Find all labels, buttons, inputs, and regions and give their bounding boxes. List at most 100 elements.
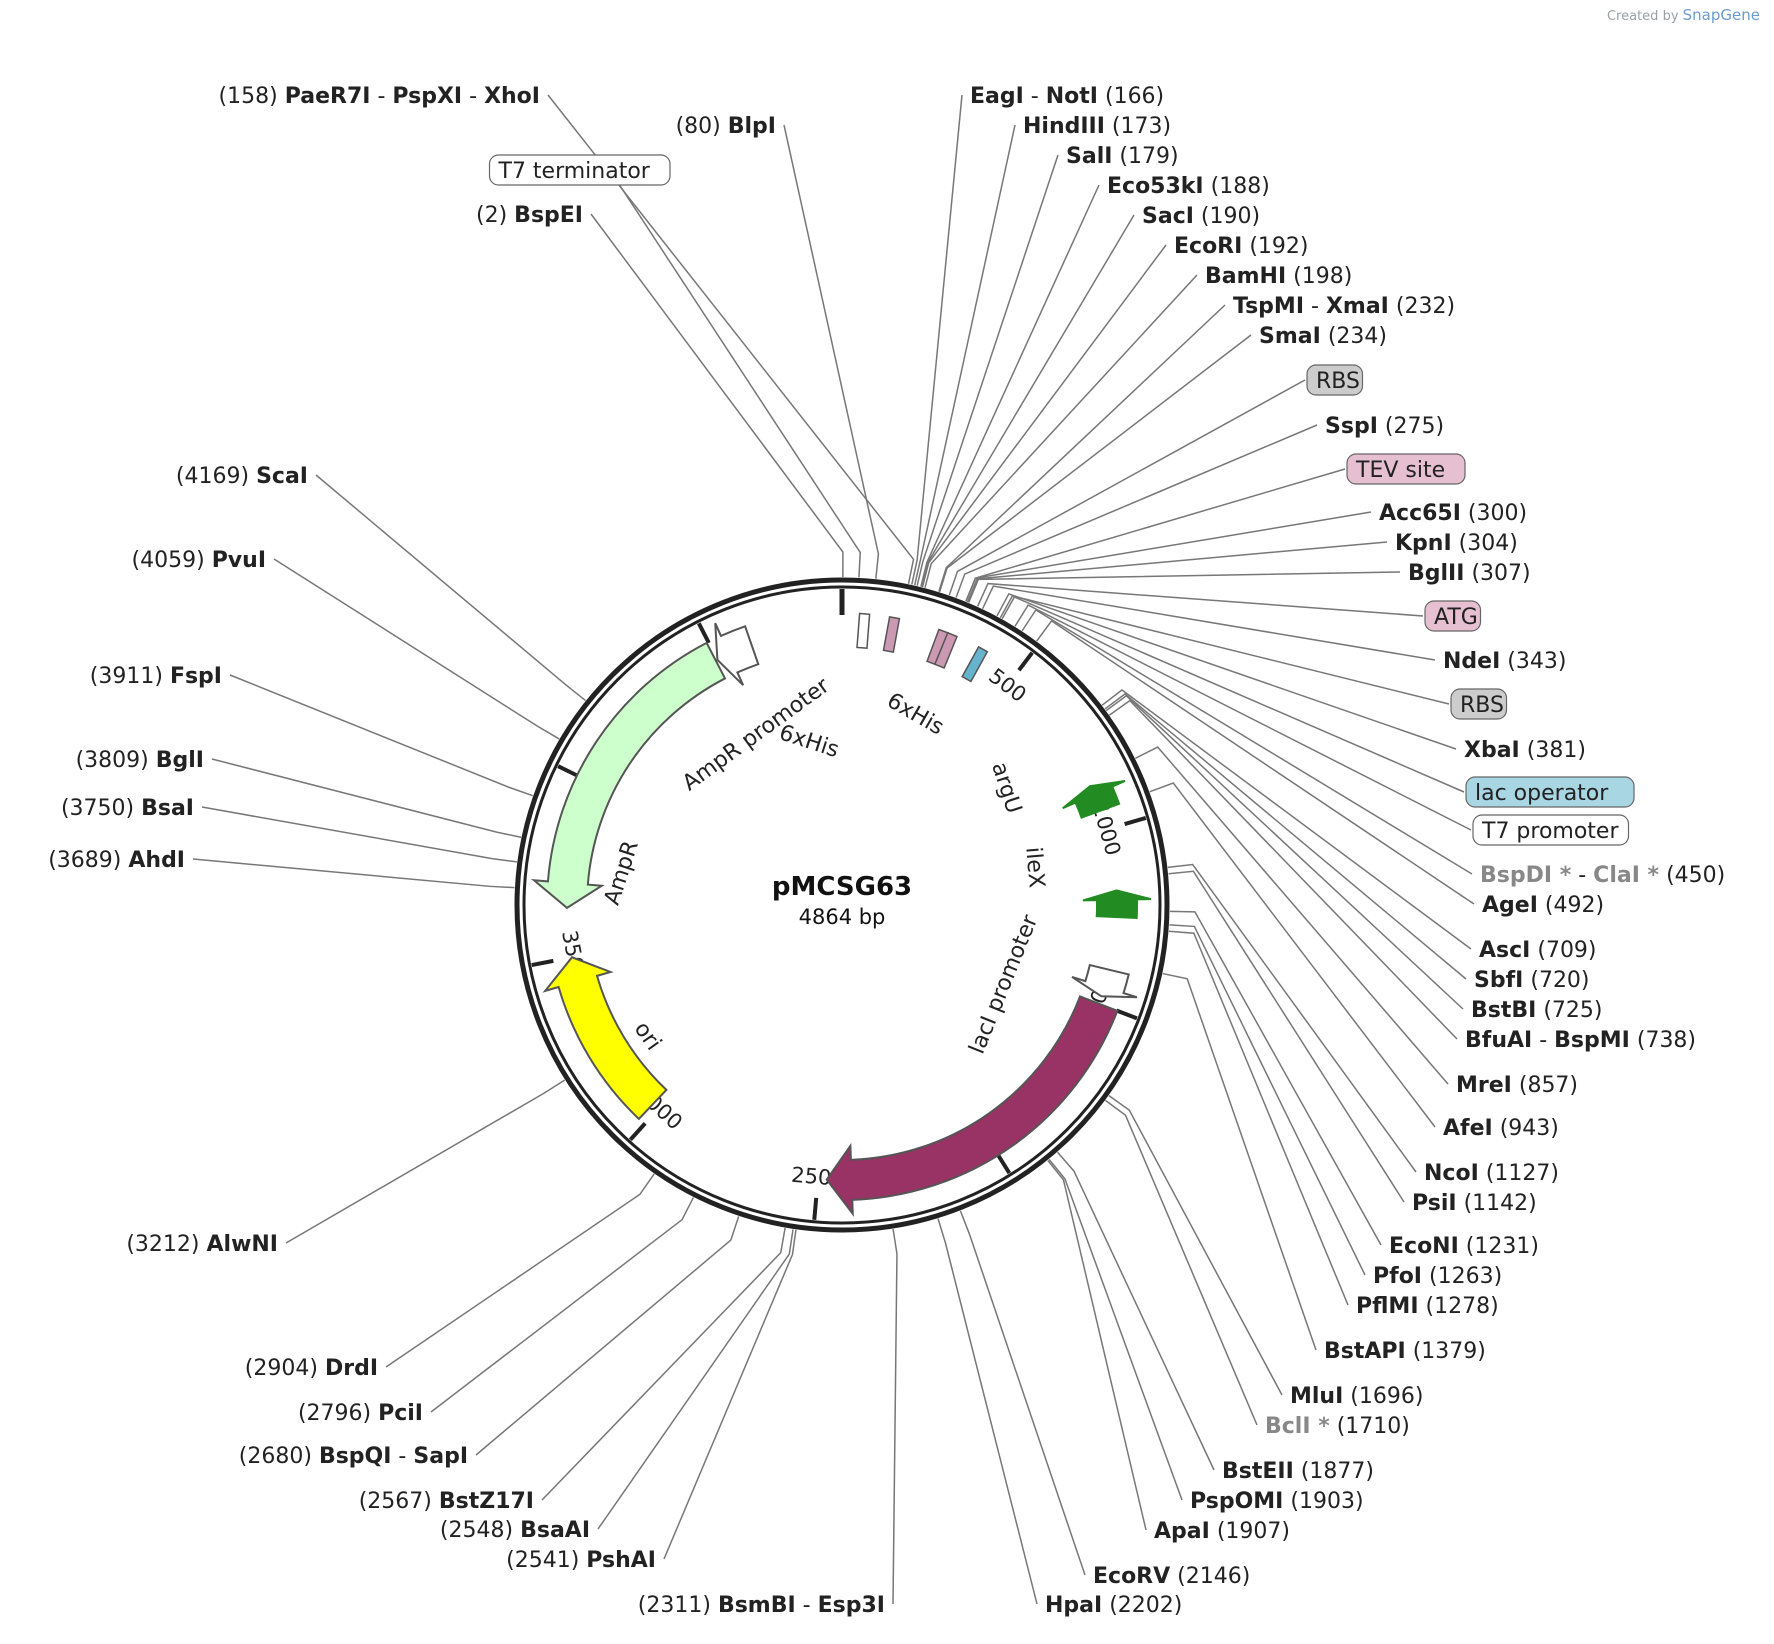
spacer [121,848,128,873]
leader-line [201,806,517,863]
enzyme-name: BglI [156,748,204,773]
site-label-s6: (3911) FspI [90,664,222,689]
leader-line [541,1227,786,1501]
leader-line [913,124,1016,586]
site-label-s4: (4169) ScaI [176,464,308,489]
site-position: (3689) [48,848,121,873]
mcs-feature-box [856,612,871,649]
site-position: (1877) [1301,1459,1374,1484]
feature-tag [1306,364,1364,396]
name-separator: - [391,1444,413,1469]
enzyme-name: BsmBI [718,1593,796,1618]
site-position: (2311) [638,1593,711,1618]
spacer [1659,863,1666,888]
feature-laci [825,995,1119,1217]
site-label-s20: SalI (179) [1066,144,1179,169]
name-separator: - [1304,294,1326,319]
site-label-s51: ApaI (1907) [1154,1519,1290,1544]
mcs-feature-box [961,645,989,683]
feature-label-argu: argU [986,759,1026,816]
feature-tag [1472,814,1630,846]
spacer [1210,1519,1217,1544]
spacer [249,464,256,489]
leader-line [938,304,1226,592]
spacer [721,114,728,139]
site-label-s42: PsiI (1142) [1412,1191,1537,1216]
site-position: (1696) [1350,1384,1423,1409]
site-label-s5: (4059) PvuI [132,548,266,573]
spacer [1294,1459,1301,1484]
leader-line [783,124,880,579]
spacer [1321,324,1328,349]
spacer [205,548,212,573]
feature-label-ori: ori [629,1017,666,1055]
leader-line [1021,608,1473,875]
spacer [1343,1384,1350,1409]
enzyme-name: TspMI [1233,294,1304,319]
site-position: (2567) [359,1489,432,1514]
site-label-s19: HindIII (173) [1023,114,1171,139]
site-position: (4169) [176,464,249,489]
feature-laci-promoter [1071,963,1138,999]
enzyme-name: KpnI [1395,531,1452,556]
tick-mark [1115,1008,1138,1021]
leader-line [1169,924,1366,1276]
site-label-s23: EcoRI (192) [1174,234,1308,259]
leader-line [920,184,1100,587]
credit-brand: SnapGene [1682,6,1760,24]
enzyme-name: PaeR7I [285,84,371,109]
tick-mark [812,1197,819,1220]
enzyme-name: PvuI [212,548,266,573]
site-position: (2541) [506,1548,579,1573]
leader-line [1036,619,1475,905]
feature-tag-text: T7 promoter [1481,819,1619,844]
site-label-s28: Acc65I (300) [1379,501,1527,526]
enzyme-name: SalI [1066,144,1112,169]
spacer [1461,501,1468,526]
feature-tag-text: T7 terminator [498,159,651,184]
site-position: (709) [1537,938,1596,963]
enzyme-name: PspXI [392,84,462,109]
site-position: (381) [1527,738,1586,763]
spacer [1538,893,1545,918]
enzyme-name: SspI [1325,414,1378,439]
site-label-s44: PfoI (1263) [1373,1264,1502,1289]
spacer [1242,234,1249,259]
enzyme-name: EcoRV [1093,1564,1170,1589]
leader-line [597,1229,794,1530]
leader-line [916,154,1059,586]
spacer [1630,1028,1637,1053]
spacer [1520,738,1527,763]
leader-line [1048,1158,1183,1501]
leader-line [892,1228,898,1605]
feature-tag-text: RBS [1316,369,1360,394]
site-label-s45: PflMI (1278) [1356,1294,1499,1319]
enzyme-name: XbaI [1464,738,1520,763]
enzyme-name: BspDI * [1480,863,1572,888]
site-label-s47: MluI (1696) [1290,1384,1423,1409]
leader-line [430,1197,695,1413]
enzyme-name: SapI [413,1444,468,1469]
leader-line [285,1079,566,1244]
site-label-s38: BfuAI - BspMI (738) [1465,1028,1696,1053]
tick-mark [697,622,711,644]
spacer [1536,998,1543,1023]
enzyme-name: SmaI [1259,324,1321,349]
site-position: (275) [1385,414,1444,439]
spacer [1512,1073,1519,1098]
tick-label: 500 [984,664,1030,707]
enzyme-name: AfeI [1443,1116,1493,1141]
site-label-s31: NdeI (343) [1443,649,1566,674]
site-label-s7: (3809) BglI [76,748,204,773]
feature-label-ampr: AmpR [600,838,644,908]
tick-mark [557,764,579,778]
leader-line [211,758,522,839]
spacer [1170,1564,1177,1589]
leader-line [229,674,533,797]
spacer [513,1518,520,1543]
site-label-s46: BstAPI (1379) [1324,1339,1486,1364]
feature-label-his2: 6xHis [883,688,948,740]
leader-line [1105,694,1464,1010]
site-label-s11: (2904) DrdI [245,1356,378,1381]
leader-line [920,214,1135,588]
